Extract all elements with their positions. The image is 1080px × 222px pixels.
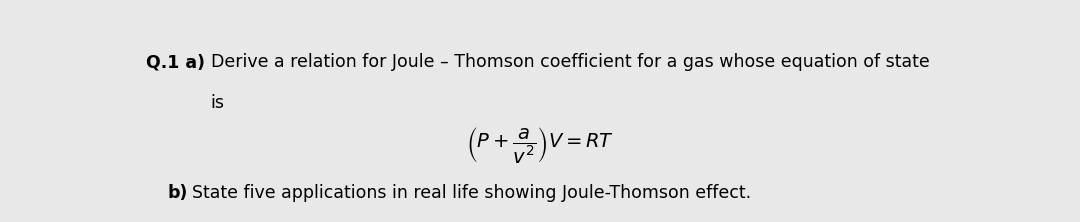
Bar	[0, 0, 130, 222]
Text: Derive a relation for Joule – Thomson coefficient for a gas whose equation of st: Derive a relation for Joule – Thomson co…	[211, 53, 930, 71]
Text: Q.1 a): Q.1 a)	[146, 53, 205, 71]
Bar	[950, 0, 1080, 222]
Text: State five applications in real life showing Joule-Thomson effect.: State five applications in real life sho…	[192, 184, 752, 202]
Text: is: is	[211, 94, 225, 112]
Text: $\left(P + \dfrac{a}{v^2}\right)V = RT$: $\left(P + \dfrac{a}{v^2}\right)V = RT$	[465, 125, 615, 165]
Text: b): b)	[167, 184, 188, 202]
